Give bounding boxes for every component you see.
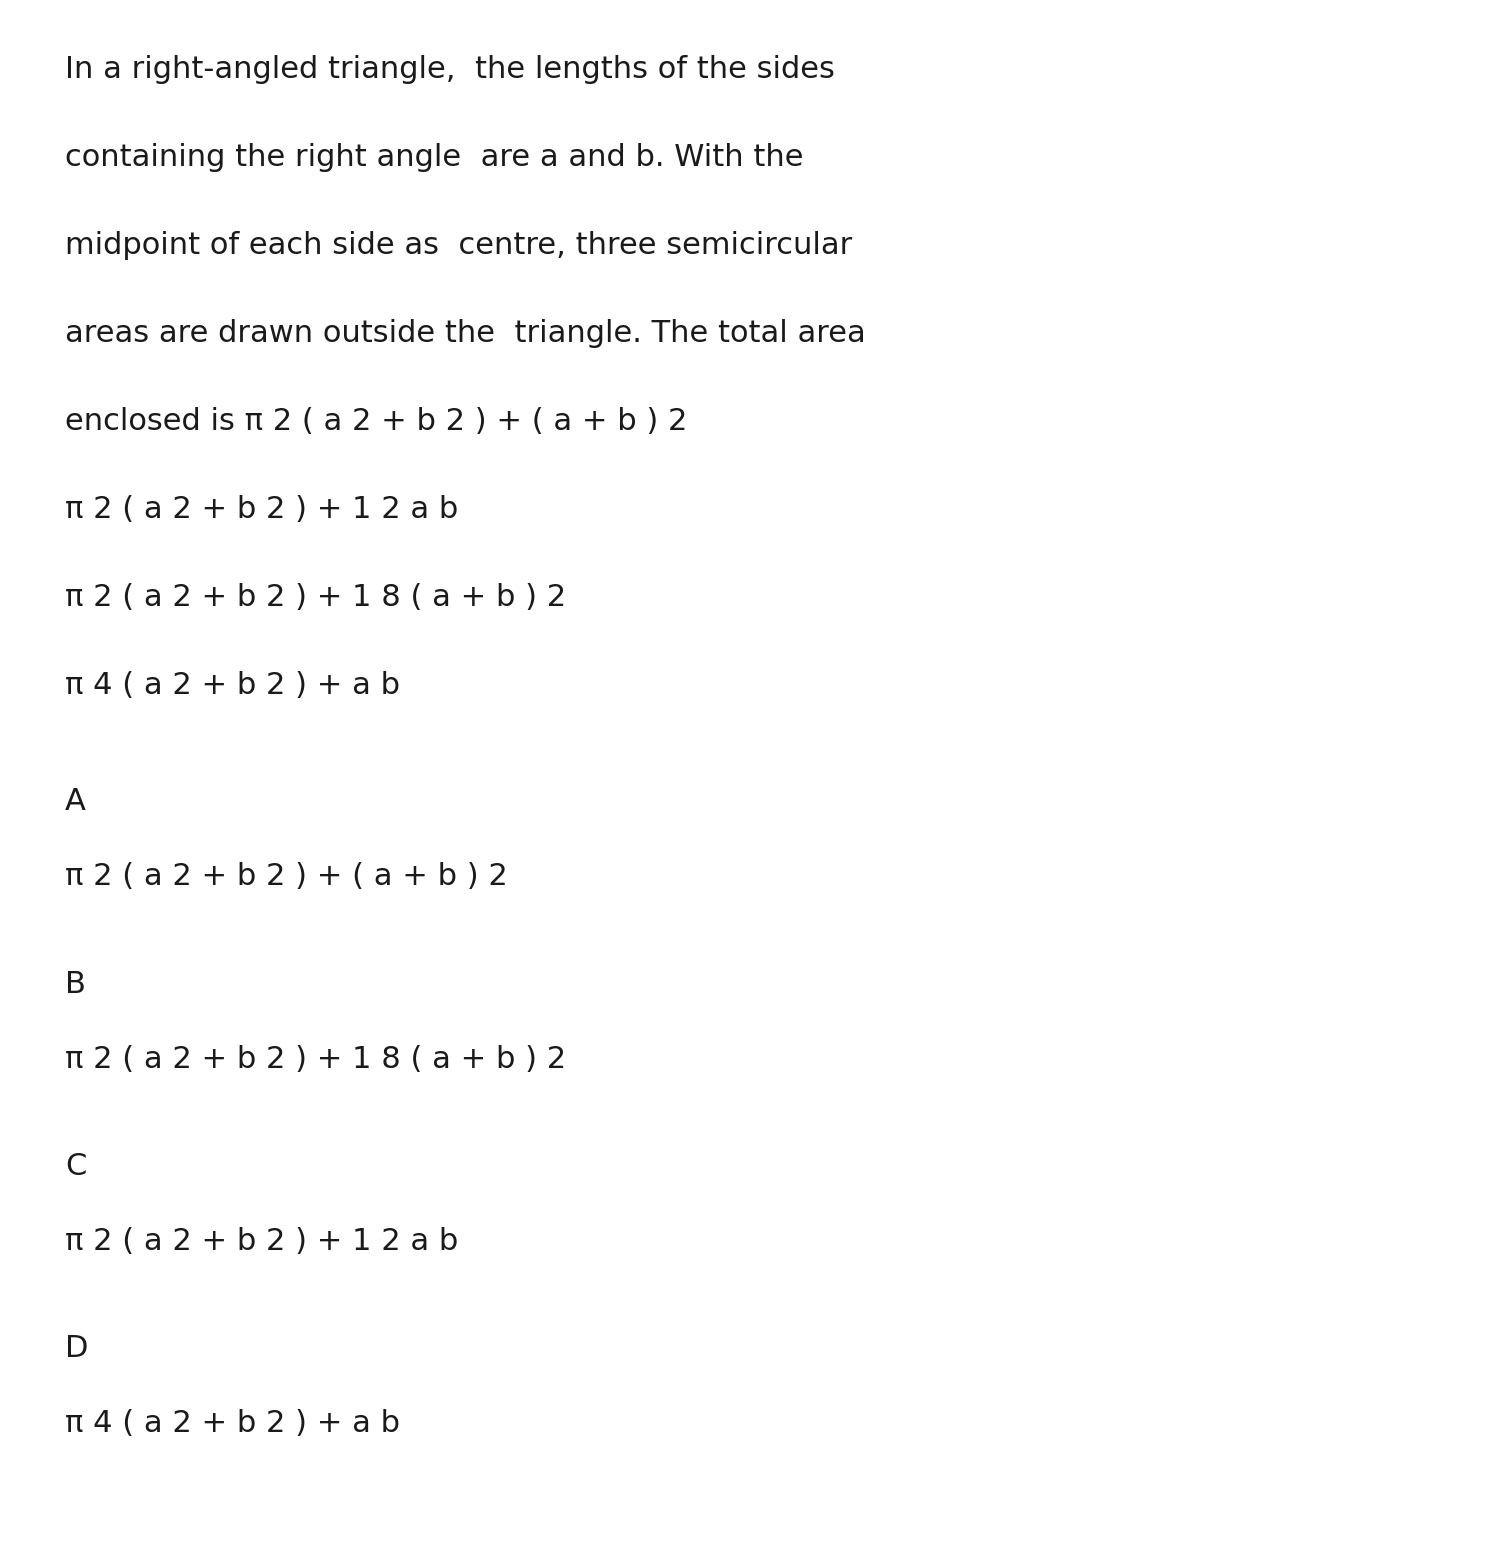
Text: C: C xyxy=(64,1152,87,1181)
Text: midpoint of each side as  centre, three semicircular: midpoint of each side as centre, three s… xyxy=(64,230,852,260)
Text: D: D xyxy=(64,1334,88,1363)
Text: π 2 ( a 2 + b 2 ) + 1 8 ( a + b ) 2: π 2 ( a 2 + b 2 ) + 1 8 ( a + b ) 2 xyxy=(64,1044,566,1074)
Text: π 2 ( a 2 + b 2 ) + ( a + b ) 2: π 2 ( a 2 + b 2 ) + ( a + b ) 2 xyxy=(64,862,507,891)
Text: enclosed is π 2 ( a 2 + b 2 ) + ( a + b ) 2: enclosed is π 2 ( a 2 + b 2 ) + ( a + b … xyxy=(64,408,687,436)
Text: In a right-angled triangle,  the lengths of the sides: In a right-angled triangle, the lengths … xyxy=(64,55,836,85)
Text: areas are drawn outside the  triangle. The total area: areas are drawn outside the triangle. Th… xyxy=(64,318,865,348)
Text: π 4 ( a 2 + b 2 ) + a b: π 4 ( a 2 + b 2 ) + a b xyxy=(64,1410,401,1438)
Text: π 2 ( a 2 + b 2 ) + 1 2 a b: π 2 ( a 2 + b 2 ) + 1 2 a b xyxy=(64,1226,459,1256)
Text: B: B xyxy=(64,969,86,999)
Text: containing the right angle  are a and b. With the: containing the right angle are a and b. … xyxy=(64,143,804,172)
Text: π 2 ( a 2 + b 2 ) + 1 8 ( a + b ) 2: π 2 ( a 2 + b 2 ) + 1 8 ( a + b ) 2 xyxy=(64,583,566,612)
Text: A: A xyxy=(64,787,86,817)
Text: π 2 ( a 2 + b 2 ) + 1 2 a b: π 2 ( a 2 + b 2 ) + 1 2 a b xyxy=(64,495,459,524)
Text: π 4 ( a 2 + b 2 ) + a b: π 4 ( a 2 + b 2 ) + a b xyxy=(64,671,401,699)
